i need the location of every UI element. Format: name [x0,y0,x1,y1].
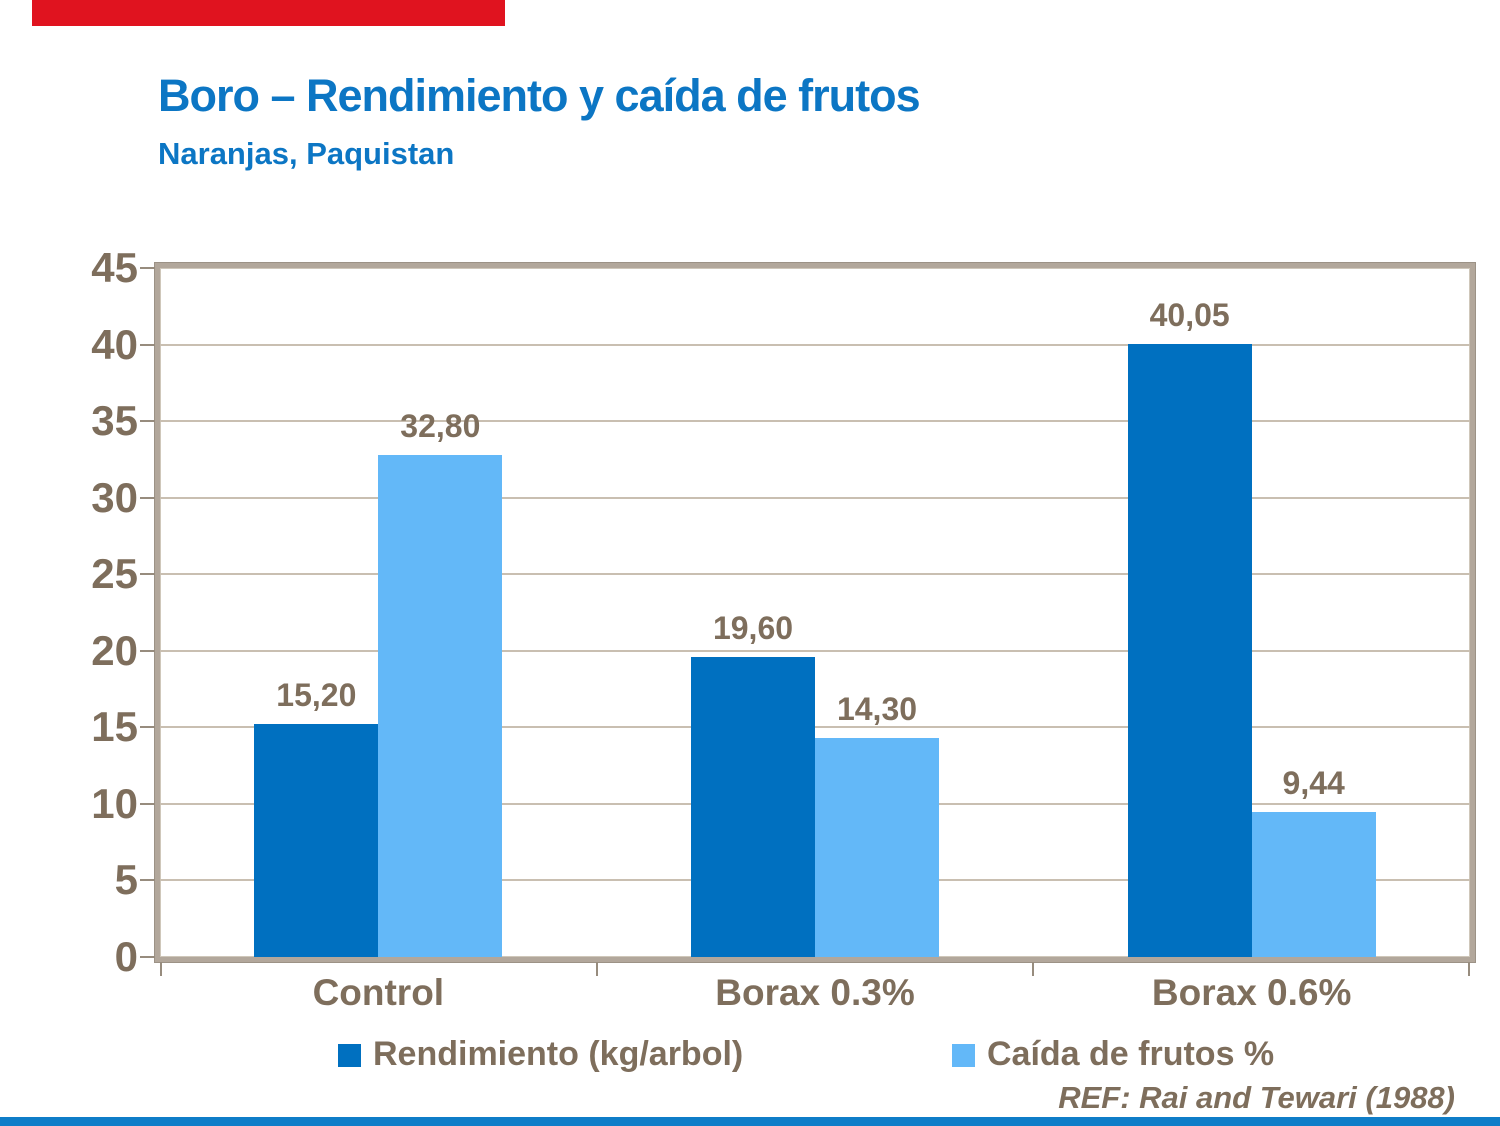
y-axis-tick [140,879,155,882]
bar-rendimiento [691,656,815,957]
y-axis-label: 0 [114,933,138,980]
bar-value-label: 40,05 [1149,296,1230,333]
gridline [160,573,1470,576]
category-label: Borax 0.3% [715,972,915,1013]
gridline [160,649,1470,652]
y-axis-tick [140,956,155,958]
x-axis-tick [595,962,598,976]
plot-area: 15,20 32,80 19,60 14,30 40,05 9,44 [140,263,1475,976]
bar-rendimiento [254,724,379,957]
x-axis-tick [1468,962,1470,976]
y-axis-tick [140,649,155,652]
bar-caida [1251,812,1376,957]
y-axis-tick [140,267,155,269]
y-axis-label: 40 [91,320,138,368]
page-subtitle: Naranjas, Paquistan [158,136,455,171]
bar-caida [815,738,939,957]
y-axis-label: 15 [91,703,138,751]
y-axis-label: 45 [91,244,138,291]
y-axis: 0 5 10 15 20 25 30 35 40 45 [28,244,138,980]
y-axis-tick [140,726,155,729]
y-axis-label: 30 [91,473,138,521]
y-axis-label: 20 [91,626,138,674]
category-label: Control [312,972,445,1013]
y-axis-label: 5 [114,856,138,904]
legend-label-rendimiento: Rendimiento (kg/arbol) [373,1035,744,1073]
gridline [160,343,1470,346]
legend-swatch-caida [952,1044,975,1067]
gridline [160,420,1470,423]
gridline [160,496,1470,499]
bar-value-label: 14,30 [836,691,918,728]
y-axis-label: 10 [91,779,138,827]
gridline [160,726,1470,729]
y-axis-tick [140,343,155,346]
bar-value-label: 9,44 [1282,765,1345,802]
bottom-accent-bar [0,1117,1500,1126]
y-axis-tick [140,496,155,499]
category-label: Borax 0.6% [1151,972,1352,1013]
y-axis-tick [140,802,155,805]
bar-rendimiento [1127,343,1252,957]
legend-item-rendimiento: Rendimiento (kg/arbol) [338,1035,743,1074]
x-axis-tick [1032,962,1035,976]
y-axis-tick [140,420,155,423]
bar-caida [378,454,503,957]
legend-label-caida: Caída de frutos % [987,1035,1275,1073]
bar-value-label: 15,20 [276,677,357,714]
top-accent-bar [32,0,505,26]
bar-value-label: 32,80 [400,407,481,444]
x-axis-tick [160,962,162,976]
legend-swatch-rendimiento [338,1044,361,1067]
bar-value-label: 19,60 [712,609,794,646]
y-axis-label: 35 [91,397,138,445]
reference-text: REF: Rai and Tewari (1988) [1058,1080,1455,1115]
y-axis-tick [140,573,155,576]
x-axis-category-labels: Control Borax 0.3% Borax 0.6% [160,972,1470,1022]
y-axis-label: 25 [91,550,138,598]
legend-item-caida: Caída de frutos % [952,1035,1274,1074]
page-title: Boro – Rendimiento y caída de frutos [158,70,921,121]
